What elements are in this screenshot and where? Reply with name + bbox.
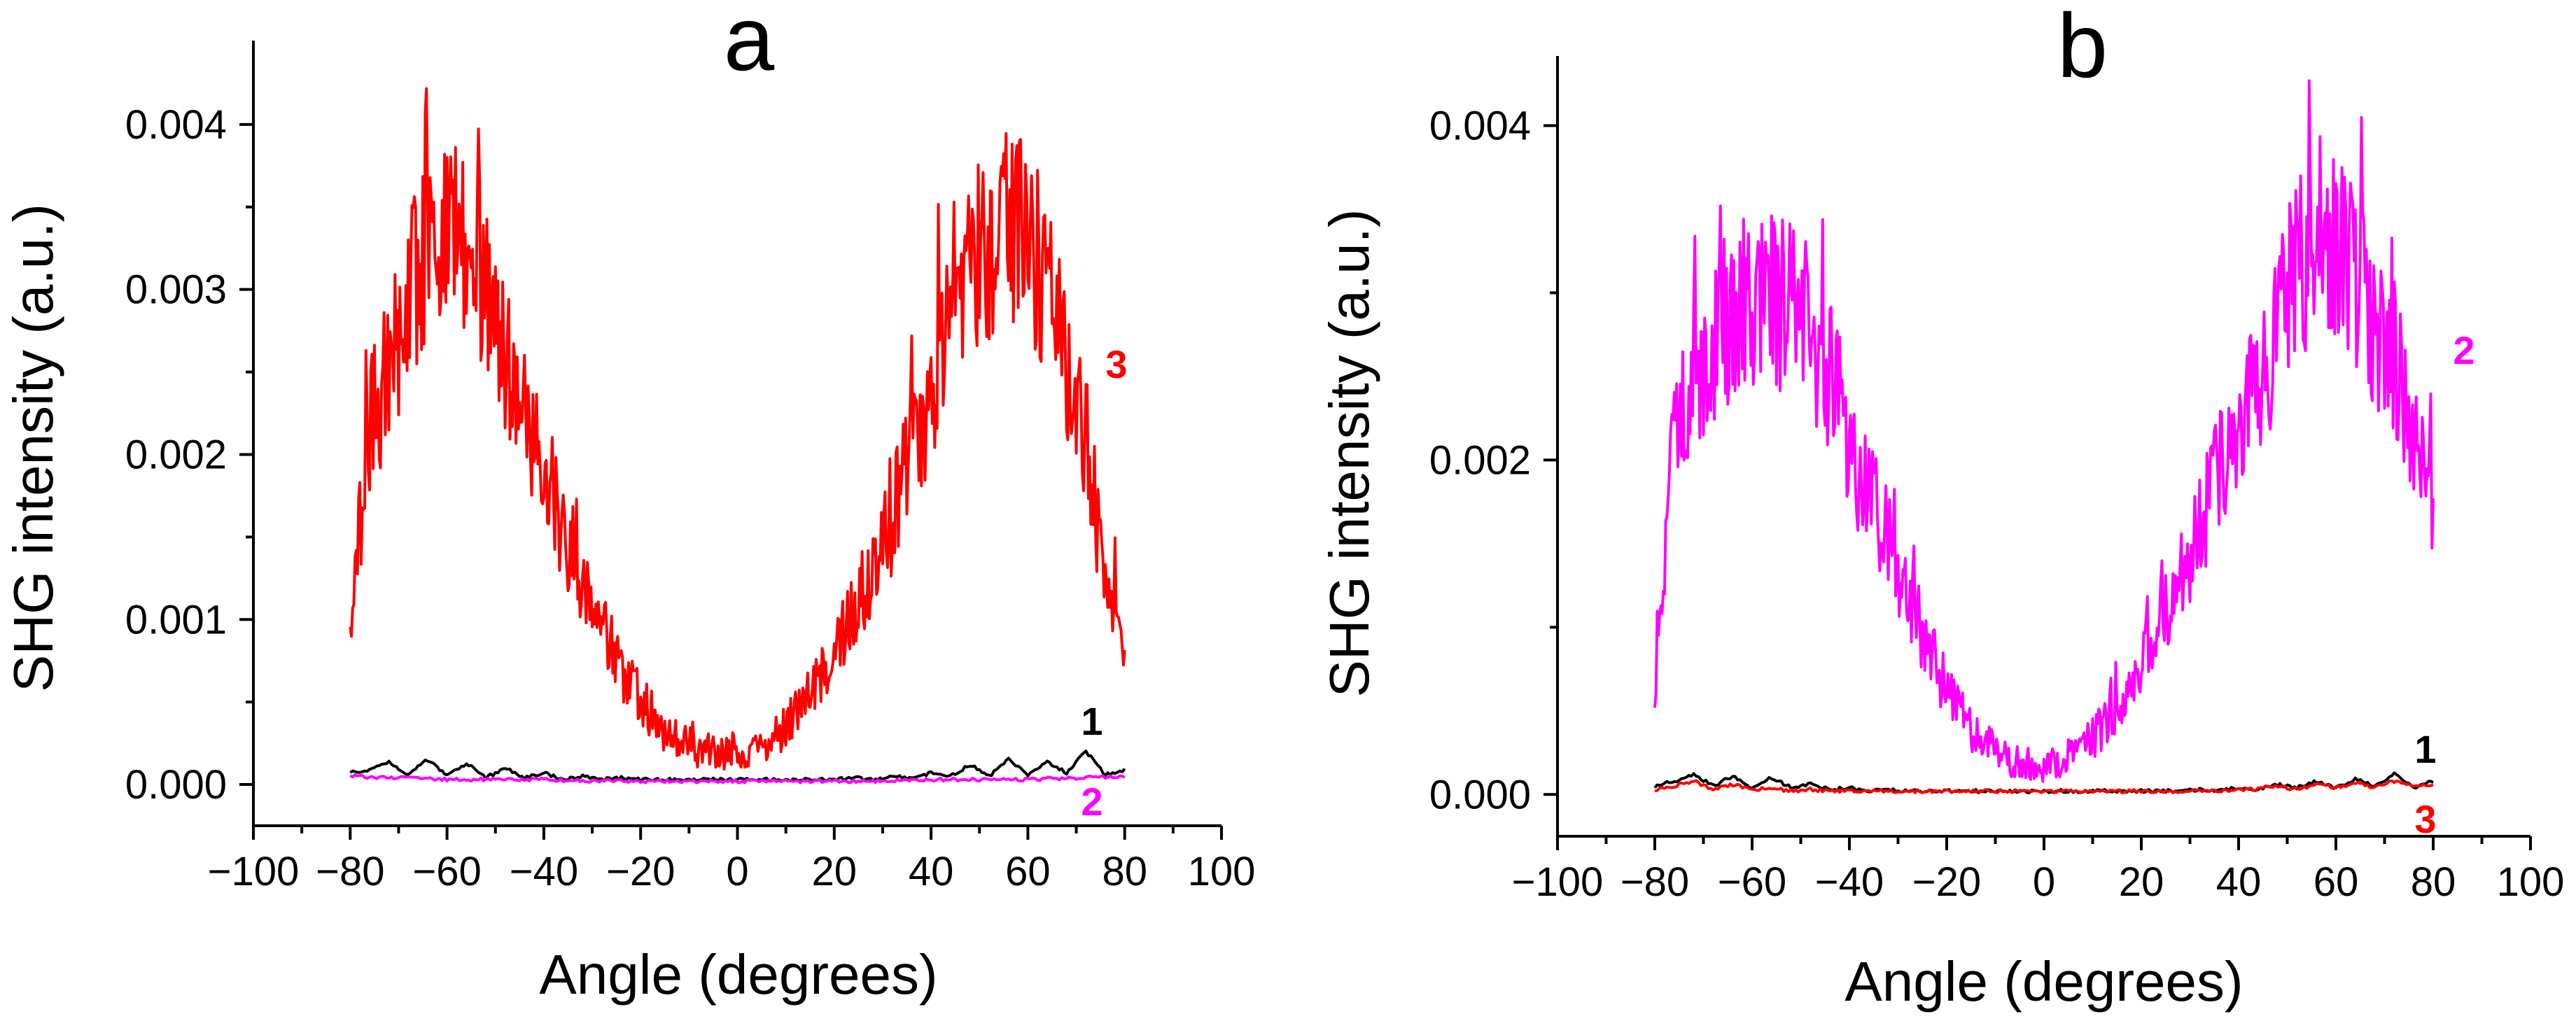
series-label-1: 1 [1081, 699, 1102, 743]
y-tick-label: 0.004 [1429, 103, 1531, 148]
series-line-1 [349, 749, 1126, 783]
series-line-3 [1654, 779, 2434, 794]
series-line-2 [1653, 79, 2435, 783]
x-tick-label: 0 [2033, 859, 2055, 905]
x-tick-label: −100 [1512, 859, 1604, 905]
series-label-1: 1 [2414, 727, 2436, 771]
chart-panel-a: a −100 −80 −60 −40 −20 0 20 40 60 80 100 0.000 0.001 0… [2, 0, 1255, 1006]
x-tick-label: 40 [2216, 859, 2262, 905]
series-line-2 [349, 773, 1126, 784]
x-tick-label: 40 [909, 849, 954, 894]
x-tick-label: 100 [1188, 849, 1256, 894]
x-tick-label: −60 [412, 849, 481, 894]
series-label-3: 3 [1105, 342, 1127, 386]
y-tick-label: 0.000 [1429, 772, 1531, 817]
y-tick-label: 0.002 [125, 432, 227, 477]
y-tick-label: 0.003 [125, 267, 227, 313]
series-label-2: 2 [1081, 780, 1102, 824]
y-tick-label: 0.002 [1429, 437, 1531, 483]
x-axis-title: Angle (degrees) [1844, 950, 2243, 1013]
x-tick-label: 80 [2411, 859, 2456, 905]
x-tick-label: −80 [316, 849, 384, 894]
y-axis-title: SHG intensity (a.u.) [1318, 209, 1380, 697]
x-tick-label: 20 [812, 849, 858, 894]
x-tick-label: 0 [726, 849, 748, 894]
y-tick-label: 0.001 [125, 597, 227, 642]
y-tick-label: 0.004 [125, 102, 227, 148]
x-tick-label: −40 [1815, 859, 1884, 905]
x-tick-label: 100 [2497, 859, 2565, 905]
x-tick-label: 80 [1102, 849, 1147, 894]
x-tick-label: −40 [510, 849, 578, 894]
series-line-3 [349, 87, 1126, 771]
series-label-2: 2 [2453, 328, 2474, 372]
series-label-3: 3 [2414, 797, 2436, 841]
x-tick-label: −100 [208, 849, 300, 894]
x-tick-label: −60 [1718, 859, 1786, 905]
x-tick-label: 20 [2119, 859, 2164, 905]
y-axis-title: SHG intensity (a.u.) [2, 204, 64, 692]
panel-letter: b [2057, 0, 2108, 97]
chart-panel-b: b −100 −80 −60 −40 −20 0 20 40 60 80 100 0.000 0.002 0… [1318, 0, 2564, 1013]
x-tick-label: 60 [1005, 849, 1051, 894]
x-tick-label: 60 [2314, 859, 2359, 905]
x-axis-title: Angle (degrees) [539, 943, 937, 1006]
y-tick-label: 0.000 [125, 762, 227, 808]
x-tick-label: −80 [1620, 859, 1689, 905]
x-tick-label: −20 [606, 849, 675, 894]
x-tick-label: −20 [1912, 859, 1981, 905]
panel-letter: a [724, 0, 775, 90]
